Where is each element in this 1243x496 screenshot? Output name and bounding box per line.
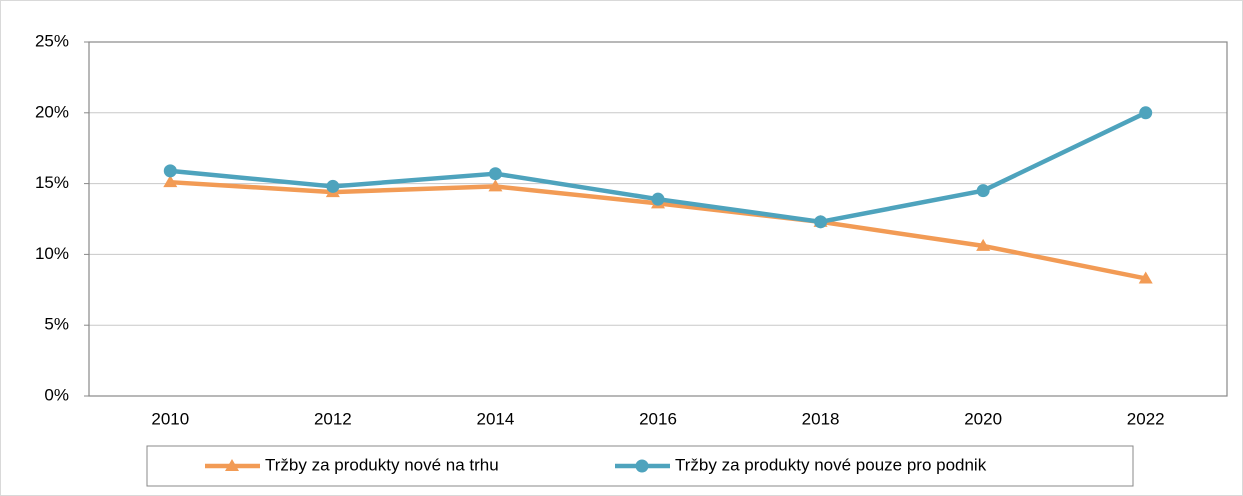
data-point (976, 184, 990, 198)
legend-label: Tržby za produkty nové na trhu (265, 455, 499, 474)
x-tick-label: 2018 (802, 409, 840, 428)
x-tick-label: 2016 (639, 409, 677, 428)
data-point (488, 167, 502, 181)
legend-marker (225, 459, 239, 471)
data-point (163, 175, 178, 188)
x-tick-label: 2022 (1127, 409, 1165, 428)
data-point (814, 215, 828, 229)
data-point (488, 179, 503, 192)
x-tick-label: 2014 (477, 409, 515, 428)
y-tick-label: 0% (44, 385, 69, 404)
data-point (163, 164, 177, 178)
data-point (976, 238, 991, 251)
y-tick-label: 10% (35, 244, 69, 263)
data-point (651, 192, 665, 206)
legend-label: Tržby za produkty nové pouze pro podnik (675, 455, 987, 474)
y-tick-label: 20% (35, 102, 69, 121)
x-tick-label: 2020 (964, 409, 1002, 428)
legend-marker (635, 459, 649, 473)
data-point (326, 179, 340, 193)
y-tick-label: 25% (35, 31, 69, 50)
data-point (1139, 106, 1153, 120)
data-point (1138, 271, 1153, 284)
y-tick-label: 5% (44, 315, 69, 334)
x-tick-label: 2010 (151, 409, 189, 428)
plot-area (88, 41, 1228, 397)
y-tick-label: 15% (35, 173, 69, 192)
x-tick-label: 2012 (314, 409, 352, 428)
